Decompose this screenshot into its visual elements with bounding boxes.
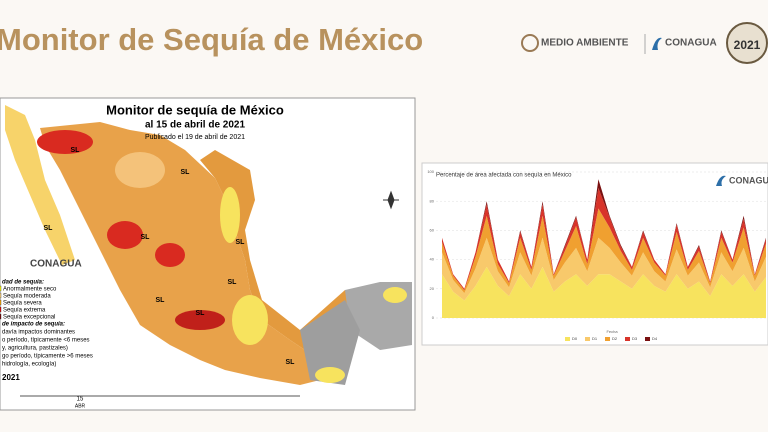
region-label: SL (236, 239, 246, 246)
map-year: 2021 (2, 373, 20, 382)
y-tick-label: 40 (430, 257, 435, 262)
legend-label: Anormalmente seco (3, 287, 57, 293)
impact-label: go período, típicamente >6 meses (2, 354, 93, 360)
impact-label: y, agricultura, pastizales) (2, 346, 68, 352)
y-tick-label: 80 (430, 198, 435, 203)
legend-title: dad de sequía: (2, 280, 44, 286)
y-tick-label: 0 (432, 315, 435, 320)
area (442, 188, 766, 291)
legend-swatch (625, 337, 630, 341)
legend-swatch (605, 337, 610, 341)
logo-icon (652, 37, 662, 50)
legend-swatch (0, 285, 2, 292)
region (107, 221, 143, 249)
region-label: SL (156, 297, 166, 304)
y-tick-label: 100 (427, 169, 434, 174)
logo-text: MEDIO AMBIENTE (541, 38, 629, 49)
area (442, 179, 766, 289)
legend-swatch (0, 299, 2, 306)
slide-title: Monitor de Sequía de México (0, 22, 423, 57)
badge (726, 22, 768, 64)
region-label: SL (71, 147, 81, 154)
region (220, 187, 240, 243)
region-label: SL (181, 169, 191, 176)
region (175, 310, 225, 330)
area (442, 208, 766, 294)
y-tick-label: 20 (430, 286, 435, 291)
region (315, 367, 345, 383)
y-tick-label: 60 (430, 227, 435, 232)
legend-label: Sequía severa (3, 301, 42, 307)
region-label: SL (141, 234, 151, 241)
legend-label: D4 (652, 336, 658, 341)
region-label: SL (44, 225, 54, 232)
chart-title: Percentaje de área afectada con sequía e… (436, 173, 572, 179)
map-panel: Monitor de sequía de México al 15 de abr… (0, 97, 416, 411)
region (155, 243, 185, 267)
legend-swatch (0, 313, 2, 320)
region (383, 287, 407, 303)
region (5, 105, 75, 265)
region-label: SL (228, 279, 238, 286)
legend-swatch (645, 337, 650, 341)
region (40, 122, 340, 385)
impact-label: davía impactos dominantes (2, 330, 75, 336)
area (442, 237, 766, 301)
badge-text: 2021 (734, 38, 761, 52)
legend-title: de impacto de sequía: (2, 322, 65, 328)
impact-label: o período, típicamente <6 meses (2, 338, 90, 344)
impact-label: hidrología, ecología) (2, 362, 56, 368)
map-title: Monitor de sequía de México (106, 102, 284, 117)
region (40, 122, 395, 375)
map-published: Publicado el 19 de abril de 2021 (145, 134, 245, 141)
legend-label: D3 (632, 336, 638, 341)
timeline-day: 15 (77, 397, 84, 403)
map-logo: CONAGUA (30, 259, 82, 270)
region (300, 300, 360, 385)
chart-logo: CONAGUA (729, 175, 768, 185)
legend-swatch (585, 337, 590, 341)
x-axis-label: Fecha (606, 329, 618, 334)
legend-swatch (565, 337, 570, 341)
map-date: al 15 de abril de 2021 (145, 120, 245, 131)
legend-label: Sequía excepcional (3, 315, 55, 321)
legend-label: D2 (612, 336, 618, 341)
compass (383, 190, 399, 210)
legend-label: D1 (592, 336, 598, 341)
legend-label: Sequía moderada (3, 294, 51, 300)
region-label: SL (286, 359, 296, 366)
logo-icon (521, 34, 539, 52)
region (115, 152, 165, 188)
legend-label: Sequía extrema (3, 308, 46, 314)
region (232, 295, 268, 345)
legend-swatch (0, 306, 2, 313)
region-label: SL (196, 310, 206, 317)
region (37, 130, 93, 154)
logo-text: CONAGUA (665, 38, 717, 49)
legend-label: D0 (572, 336, 578, 341)
timeline-month: ABR (75, 403, 86, 409)
logo-icon (716, 175, 726, 186)
area (442, 266, 766, 318)
legend-swatch (0, 292, 2, 299)
